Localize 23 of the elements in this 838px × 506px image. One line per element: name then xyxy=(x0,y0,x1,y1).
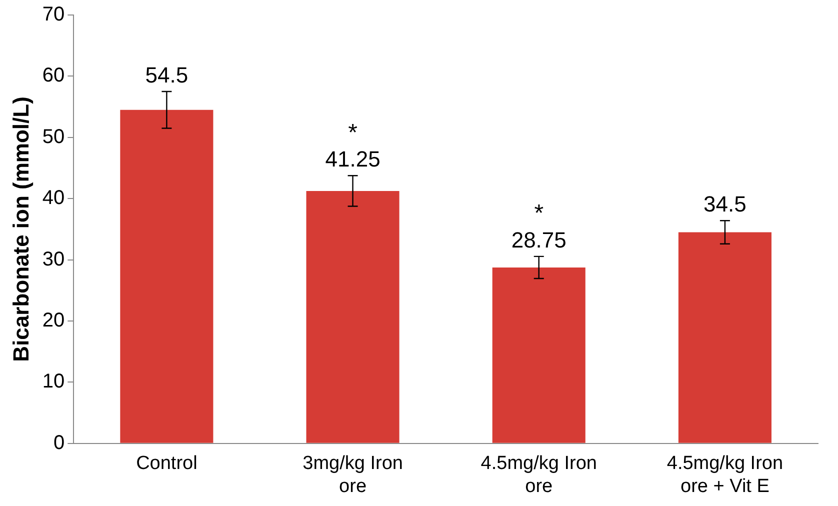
x-tick-label: 3mg/kg Iron ore xyxy=(302,453,403,497)
y-tick-label: 0 xyxy=(54,432,65,454)
y-axis-title: Bicarbonate ion (mmol/L) xyxy=(8,96,34,362)
x-tick-label: Control xyxy=(136,453,198,474)
bar xyxy=(120,110,214,443)
data-label: 28.75 xyxy=(511,227,566,252)
x-tick-label: 4.5mg/kg Iron ore + Vit E xyxy=(666,453,784,497)
y-tick-label: 10 xyxy=(42,370,65,393)
annotation: * xyxy=(534,200,544,228)
data-label: 41.25 xyxy=(325,146,380,172)
annotation: * xyxy=(348,119,358,146)
data-label: 54.5 xyxy=(145,62,188,88)
data-label: 34.5 xyxy=(704,192,746,217)
y-tick-label: 60 xyxy=(42,64,65,87)
x-tick-label: 4.5mg/kg Iron ore xyxy=(480,453,597,497)
y-tick-label: 70 xyxy=(42,4,65,26)
bar xyxy=(306,190,400,443)
bar xyxy=(678,232,772,443)
y-tick-label: 50 xyxy=(42,126,65,148)
y-tick-label: 30 xyxy=(42,248,65,270)
y-tick-label: 40 xyxy=(42,187,65,210)
bar xyxy=(492,267,586,443)
y-tick-label: 20 xyxy=(42,310,65,332)
